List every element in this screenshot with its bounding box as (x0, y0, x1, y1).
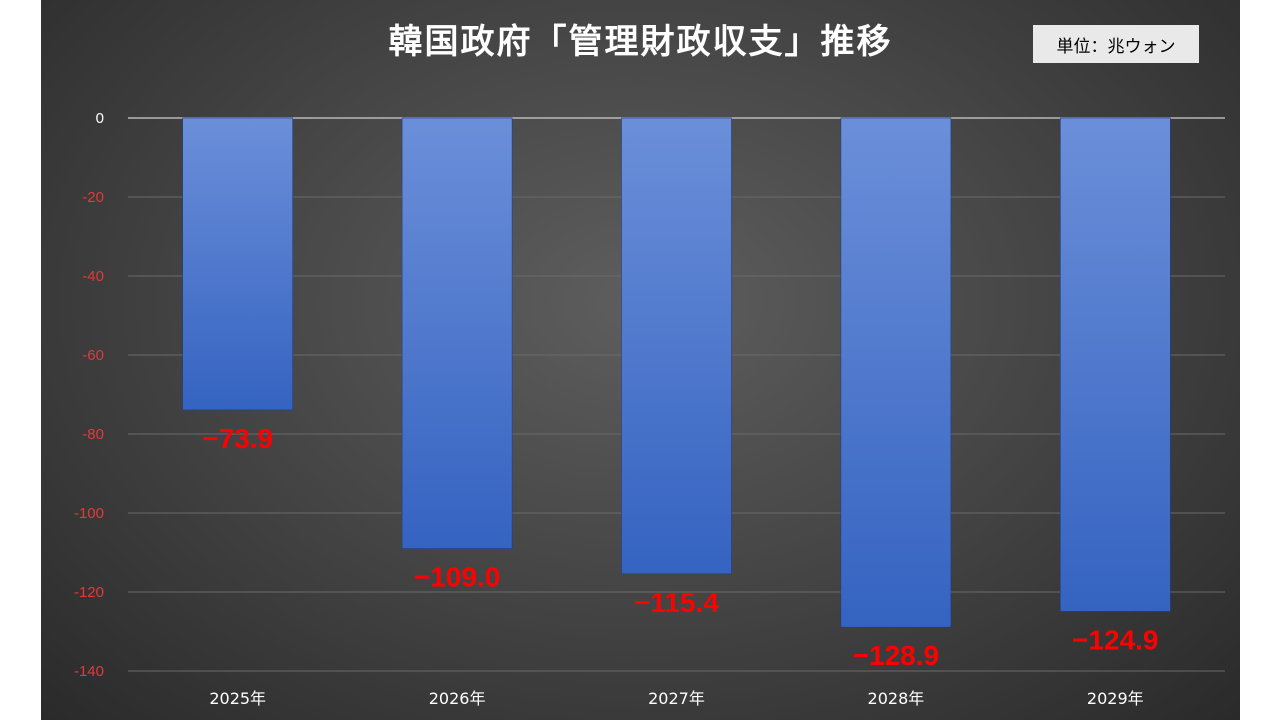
y-tick-label: -100 (74, 505, 104, 522)
data-label: −73.9 (202, 423, 273, 454)
y-tick-label: -40 (82, 268, 104, 285)
y-tick-label: -60 (82, 347, 104, 364)
y-tick-label: -20 (82, 189, 104, 206)
data-label: −109.0 (414, 562, 500, 593)
y-tick-label: 0 (96, 110, 104, 127)
x-axis-ticks: 2025年 2026年 2027年 2028年 2029年 (209, 689, 1143, 708)
data-label: −124.9 (1072, 624, 1158, 655)
y-tick-label: -80 (82, 426, 104, 443)
bar (182, 117, 293, 411)
unit-badge: 単位：兆ウォン (1033, 25, 1199, 63)
bar (621, 117, 732, 575)
data-labels: −73.9 −109.0 −115.4 −128.9 −124.9 (202, 423, 1158, 671)
bar-chart-plot: 0 -20 -40 -60 -80 -100 -120 -140 −73.9 −109.0 −11… (74, 110, 1225, 708)
bars (182, 117, 1171, 628)
x-tick-label: 2025年 (209, 689, 266, 708)
x-tick-label: 2028年 (868, 689, 925, 708)
x-tick-label: 2029年 (1087, 689, 1144, 708)
bar (840, 117, 952, 628)
y-tick-label: -140 (74, 663, 104, 680)
bar (1059, 117, 1171, 612)
data-label: −115.4 (634, 587, 719, 618)
data-label: −128.9 (853, 640, 939, 671)
chart-title: 韓国政府「管理財政収支」推移 (388, 22, 893, 62)
x-tick-label: 2026年 (429, 689, 486, 708)
chart-frame: 韓国政府「管理財政収支」推移 単位：兆ウォン 0 -20 -40 -60 -80 -100… (41, 0, 1240, 720)
y-axis-ticks: 0 -20 -40 -60 -80 -100 -120 -140 (74, 110, 104, 680)
bar (401, 117, 513, 549)
y-tick-label: -120 (74, 584, 104, 601)
x-tick-label: 2027年 (648, 689, 705, 708)
